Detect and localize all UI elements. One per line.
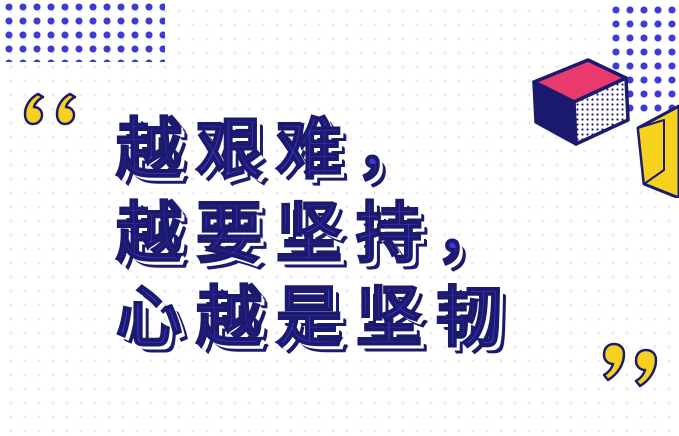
headline-line-2: 越要坚持，: [115, 194, 516, 273]
yellow-shape-icon: [636, 104, 679, 198]
open-quote-icon: [23, 92, 77, 126]
headline-line-1: 越艰难，: [115, 110, 436, 189]
headline: 越艰难， 越要坚持， 心越是坚韧: [115, 108, 516, 360]
cube-icon: [532, 58, 630, 146]
top-left-dot-grid: [0, 0, 165, 62]
headline-line-3: 心越是坚韧: [115, 278, 516, 357]
close-quote-icon: [602, 342, 658, 388]
